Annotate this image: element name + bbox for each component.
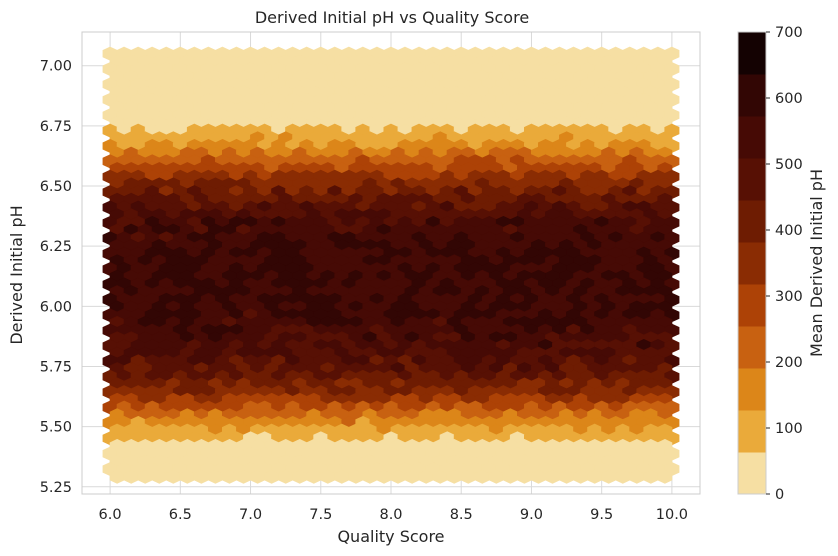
hexbin-cells [102, 46, 680, 484]
y-tick-label: 6.25 [40, 239, 72, 255]
x-tick-label: 8.5 [450, 507, 473, 523]
colorbar-tick-label: 600 [775, 91, 803, 107]
y-tick-label: 5.75 [40, 359, 72, 375]
colorbar-segment [738, 158, 766, 201]
colorbar-segment [738, 242, 766, 285]
colorbar-segment [738, 452, 766, 495]
colorbar-segment [738, 32, 766, 75]
y-axis-label: Derived Initial pH [7, 205, 26, 344]
y-tick-label: 7.00 [40, 59, 72, 75]
y-tick-label: 5.50 [40, 420, 72, 436]
x-tick-label: 6.0 [99, 507, 122, 523]
y-tick-label: 6.00 [40, 299, 72, 315]
y-tick-label: 5.25 [40, 480, 72, 496]
y-tick-label: 6.50 [40, 179, 72, 195]
colorbar-segment [738, 410, 766, 453]
colorbar-tick-label: 400 [775, 223, 803, 239]
colorbar-tick-label: 100 [775, 421, 803, 437]
colorbar-tick-label: 700 [775, 25, 803, 41]
colorbar-tick-label: 200 [775, 355, 803, 371]
x-tick-label: 10.0 [656, 507, 688, 523]
colorbar-tick-label: 300 [775, 289, 803, 305]
colorbar-segment [738, 326, 766, 369]
plot-frame [81, 31, 701, 495]
x-tick-label: 7.0 [239, 507, 262, 523]
colorbar-segment [738, 284, 766, 327]
colorbar-segment [738, 116, 766, 159]
chart-title: Derived Initial pH vs Quality Score [255, 8, 529, 27]
x-tick-label: 6.5 [169, 507, 192, 523]
colorbar-tick-label: 0 [775, 487, 784, 503]
colorbar-ticks: 0 100 200 300 400 500 600 700 [766, 25, 803, 503]
colorbar-frame [737, 31, 767, 495]
hex-cell [657, 469, 673, 484]
colorbar-segment [738, 200, 766, 243]
x-axis-label: Quality Score [337, 527, 444, 546]
y-axis-ticks: 5.25 5.50 5.75 6.00 6.25 6.50 6.75 7.00 [40, 59, 72, 496]
y-tick-label: 6.75 [40, 119, 72, 135]
x-tick-label: 7.5 [309, 507, 332, 523]
x-tick-label: 9.0 [520, 507, 543, 523]
colorbar [737, 31, 767, 495]
colorbar-tick-label: 500 [775, 157, 803, 173]
colorbar-segment [738, 74, 766, 117]
x-tick-label: 9.5 [590, 507, 613, 523]
colorbar-label: Mean Derived Initial pH [807, 169, 826, 357]
x-tick-label: 8.0 [379, 507, 402, 523]
x-axis-ticks: 6.0 6.5 7.0 7.5 8.0 8.5 9.0 9.5 10.0 [99, 507, 688, 523]
colorbar-segment [738, 368, 766, 411]
